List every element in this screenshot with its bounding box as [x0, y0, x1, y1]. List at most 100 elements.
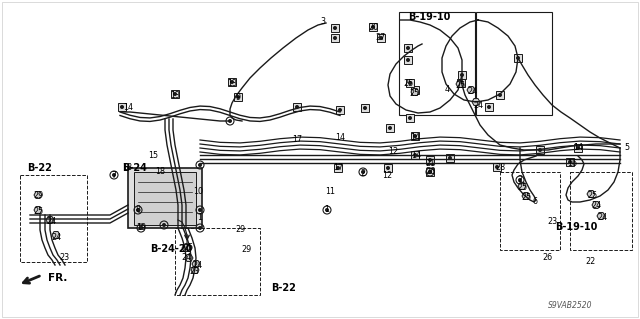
Circle shape	[361, 170, 365, 174]
Bar	[384, 164, 392, 172]
Text: 25: 25	[410, 88, 420, 98]
Polygon shape	[456, 80, 464, 87]
Text: 26: 26	[542, 254, 552, 263]
Text: B-24-20: B-24-20	[150, 244, 193, 254]
Bar	[334, 164, 342, 172]
Circle shape	[173, 92, 177, 96]
Text: B-24: B-24	[122, 163, 147, 173]
Circle shape	[338, 108, 342, 112]
Bar	[458, 71, 466, 79]
Circle shape	[413, 88, 417, 92]
Bar	[175, 228, 260, 295]
Circle shape	[576, 146, 580, 150]
Text: 24: 24	[51, 233, 61, 241]
Text: B-19-10: B-19-10	[408, 12, 451, 22]
Text: 24: 24	[473, 100, 483, 109]
Text: 24: 24	[46, 218, 56, 226]
Polygon shape	[185, 255, 193, 262]
Text: 12: 12	[388, 147, 398, 157]
Circle shape	[112, 173, 116, 177]
Circle shape	[408, 81, 412, 85]
Bar	[500, 172, 560, 250]
Text: 13: 13	[227, 78, 237, 87]
Text: 18: 18	[155, 167, 165, 176]
Bar	[234, 93, 242, 101]
Circle shape	[538, 148, 542, 152]
Circle shape	[428, 170, 432, 174]
Text: 19: 19	[136, 224, 146, 233]
Bar	[20, 175, 87, 262]
Bar	[377, 34, 385, 42]
Bar	[457, 79, 465, 87]
Text: 24: 24	[591, 201, 601, 210]
Text: 10: 10	[193, 188, 203, 197]
Bar	[293, 103, 301, 111]
Circle shape	[333, 26, 337, 30]
Polygon shape	[587, 190, 595, 197]
Polygon shape	[192, 261, 200, 267]
Text: 25: 25	[34, 207, 44, 217]
Text: 29: 29	[241, 244, 251, 254]
Text: 26: 26	[425, 167, 435, 176]
Text: 17: 17	[333, 164, 343, 173]
Circle shape	[487, 105, 491, 109]
Circle shape	[428, 170, 432, 174]
Polygon shape	[467, 86, 475, 93]
Polygon shape	[411, 89, 419, 95]
Polygon shape	[46, 217, 54, 224]
Circle shape	[386, 166, 390, 170]
Text: 28: 28	[495, 164, 505, 173]
Text: 25: 25	[404, 78, 414, 87]
Circle shape	[388, 126, 392, 130]
Text: 13: 13	[170, 91, 180, 100]
Text: 5: 5	[625, 144, 630, 152]
Text: 17: 17	[292, 136, 302, 145]
Circle shape	[333, 36, 337, 40]
Circle shape	[406, 58, 410, 62]
Circle shape	[236, 95, 240, 99]
Text: 25: 25	[588, 190, 598, 199]
Text: 23: 23	[59, 253, 69, 262]
Circle shape	[495, 165, 499, 169]
Text: 2: 2	[360, 168, 365, 177]
Text: 6: 6	[532, 197, 538, 206]
Circle shape	[325, 208, 329, 212]
Circle shape	[428, 158, 432, 162]
Text: 25: 25	[518, 183, 528, 192]
Text: 14: 14	[410, 133, 420, 143]
Text: 25: 25	[456, 80, 466, 90]
Polygon shape	[52, 232, 60, 239]
Circle shape	[198, 163, 202, 167]
Bar	[404, 44, 412, 52]
Bar	[361, 104, 369, 112]
Text: 18: 18	[122, 164, 132, 173]
Text: 24: 24	[597, 213, 607, 222]
Text: 23: 23	[547, 218, 557, 226]
Text: B-22: B-22	[271, 283, 296, 293]
Circle shape	[228, 119, 232, 123]
Bar	[426, 168, 434, 176]
Polygon shape	[34, 206, 42, 213]
Polygon shape	[592, 202, 600, 208]
Circle shape	[162, 223, 166, 227]
Polygon shape	[182, 245, 190, 251]
Bar	[411, 132, 419, 140]
Polygon shape	[522, 193, 530, 199]
Text: 1: 1	[324, 205, 330, 214]
Polygon shape	[34, 191, 42, 198]
Bar	[128, 168, 202, 228]
Text: 7: 7	[111, 170, 116, 180]
Text: 14: 14	[411, 151, 421, 160]
Text: 14: 14	[123, 102, 133, 112]
Circle shape	[198, 208, 202, 212]
Bar	[536, 146, 544, 154]
Bar	[118, 103, 126, 111]
Bar	[426, 156, 434, 164]
Circle shape	[336, 166, 340, 170]
Text: 3: 3	[321, 18, 326, 26]
Text: 20: 20	[368, 23, 378, 32]
Text: 12: 12	[382, 170, 392, 180]
Bar	[336, 106, 344, 114]
Text: 24: 24	[192, 261, 202, 270]
Circle shape	[413, 153, 417, 157]
